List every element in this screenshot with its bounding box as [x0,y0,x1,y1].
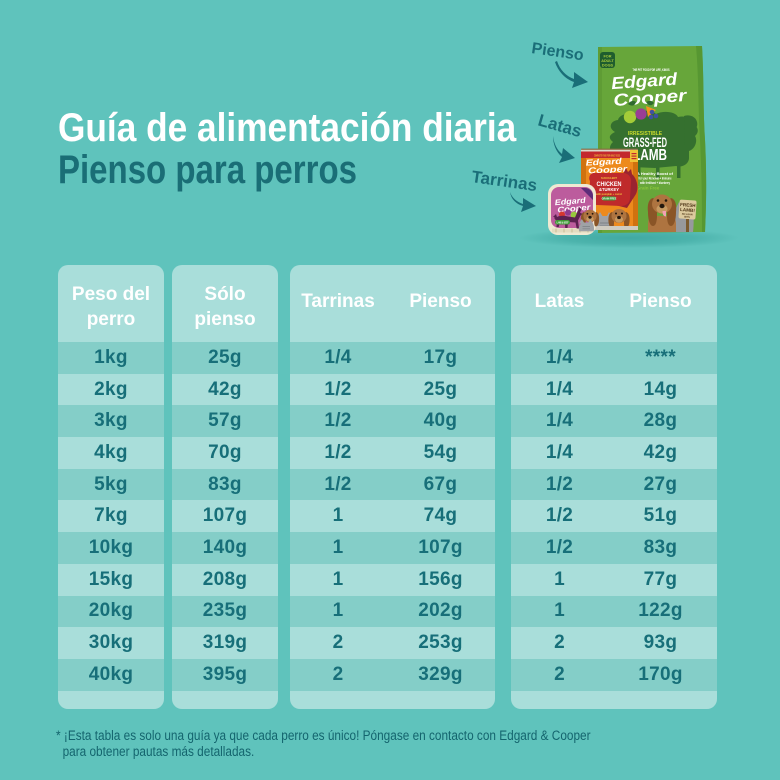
svg-text:SUCCULENT: SUCCULENT [601,176,617,180]
svg-text:GRASS-FED: GRASS-FED [623,135,667,150]
svg-text:CHICKEN: CHICKEN [597,181,622,188]
svg-text:LAMB: LAMB [633,147,667,164]
svg-text:Cooper: Cooper [557,203,592,215]
svg-text:with pumpkin + carrot: with pumpkin + carrot [596,193,622,196]
svg-text:&TURKEY: &TURKEY [599,187,619,192]
svg-text:GRAIN FREE: GRAIN FREE [602,198,617,201]
svg-text:BITS: BITS [684,216,690,219]
svg-text:Tarrinas: Tarrinas [470,167,538,195]
svg-text:ADULT: ADULT [601,59,614,63]
svg-text:Latas: Latas [536,111,584,142]
svg-text:LAMB & BEEF: LAMB & BEEF [557,220,569,224]
svg-text:Edgard: Edgard [585,156,622,168]
svg-text:FOR: FOR [603,55,611,59]
svg-text:A Healthy Boost of: A Healthy Boost of [637,172,674,176]
svg-text:NO LEAN: NO LEAN [682,213,693,217]
svg-text:for your Renewal + Immune: for your Renewal + Immune [639,177,672,181]
svg-text:with fertilised + blueberry: with fertilised + blueberry [639,181,670,185]
svg-text:FRESH: FRESH [680,202,697,208]
svg-text:DOGS: DOGS [602,64,614,68]
svg-text:THE PET FOOD FOR LIFE, KINGS: THE PET FOOD FOR LIFE, KINGS [633,68,670,72]
svg-text:Edgard: Edgard [611,70,679,94]
svg-text:Cooper: Cooper [588,163,628,175]
svg-text:LAMB!: LAMB! [680,207,696,213]
svg-text:Grain Free: Grain Free [637,186,660,191]
svg-text:COMPLETE FOOD FOR ADULT DOGS: COMPLETE FOOD FOR ADULT DOGS [594,154,620,158]
svg-text:Pienso: Pienso [530,40,585,64]
svg-text:IRRESISTIBLE: IRRESISTIBLE [628,131,662,137]
svg-text:Edgard: Edgard [554,196,587,208]
